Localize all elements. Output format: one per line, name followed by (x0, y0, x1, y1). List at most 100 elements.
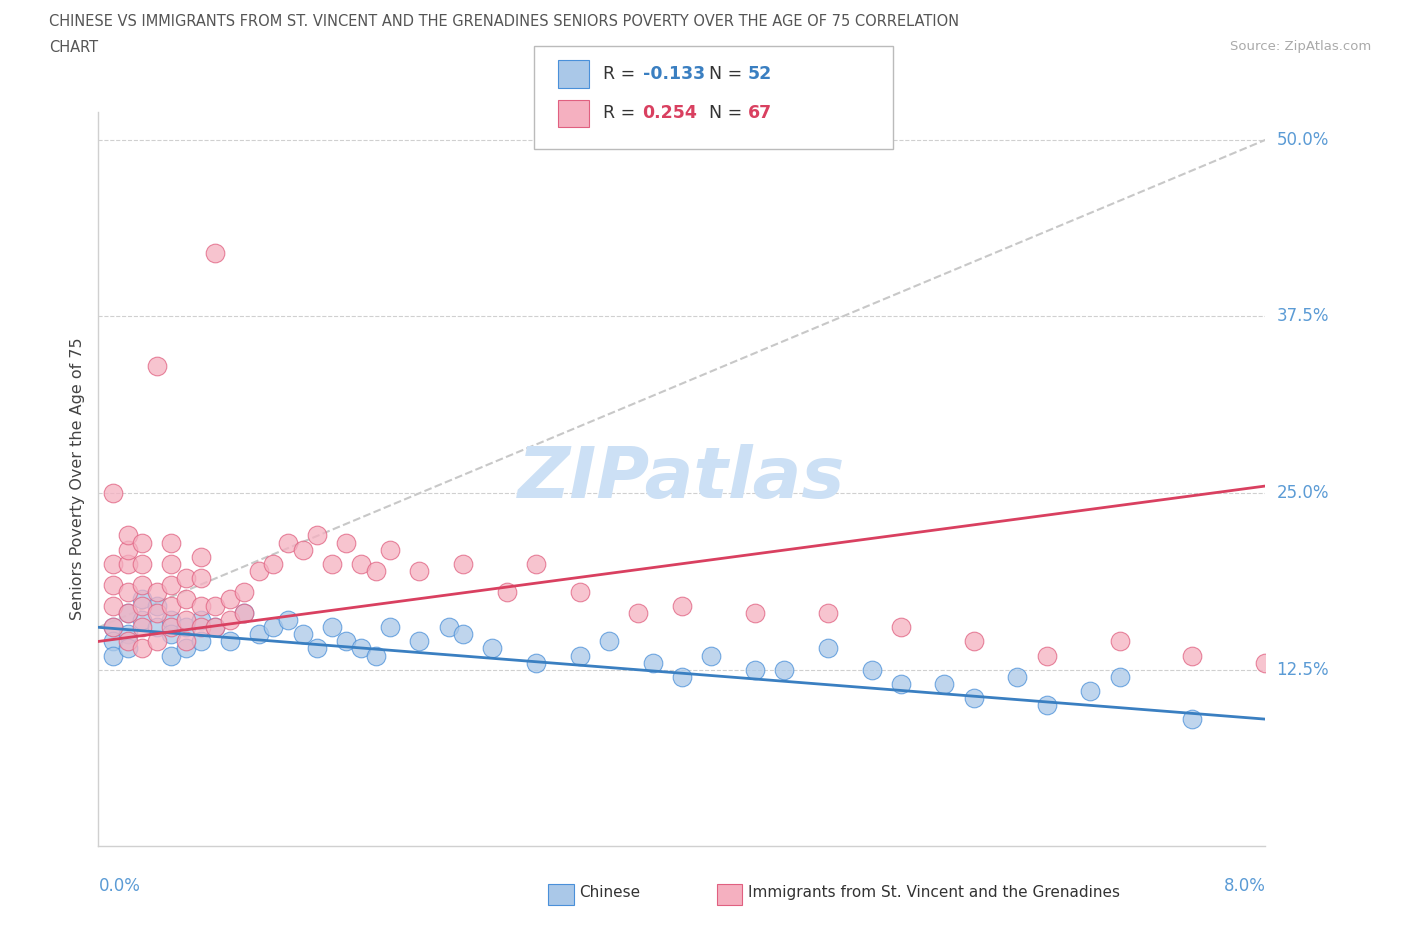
Point (117, 542, 139, 557)
Text: 52: 52 (748, 65, 772, 84)
Point (146, 605, 169, 620)
Point (174, 613, 197, 628)
Point (218, 613, 240, 628)
Point (641, 656, 664, 671)
Point (131, 599, 153, 614)
Point (277, 613, 299, 628)
Point (146, 599, 169, 614)
Point (380, 620, 402, 635)
Point (117, 585, 139, 600)
Point (962, 690, 984, 705)
Point (524, 656, 547, 671)
Point (451, 627, 474, 642)
Point (101, 648, 124, 663)
Point (307, 528, 329, 543)
Text: N =: N = (709, 104, 748, 123)
Point (247, 564, 270, 578)
Point (962, 634, 984, 649)
Point (218, 634, 240, 649)
Point (117, 634, 139, 649)
Point (671, 599, 693, 614)
Text: 37.5%: 37.5% (1277, 308, 1329, 326)
Point (1108, 634, 1130, 649)
Text: ZIPatlas: ZIPatlas (519, 445, 845, 513)
Point (101, 620, 124, 635)
Point (117, 641, 139, 656)
Text: Chinese: Chinese (579, 885, 640, 900)
Text: 0.254: 0.254 (643, 104, 697, 123)
Point (146, 358, 169, 373)
Point (350, 556, 373, 571)
Point (131, 641, 153, 656)
Point (291, 542, 314, 557)
Point (1080, 684, 1102, 698)
Text: CHINESE VS IMMIGRANTS FROM ST. VINCENT AND THE GRENADINES SENIORS POVERTY OVER T: CHINESE VS IMMIGRANTS FROM ST. VINCENT A… (49, 14, 959, 29)
Point (247, 627, 270, 642)
Point (131, 556, 153, 571)
Point (146, 634, 169, 649)
Point (744, 662, 766, 677)
Point (291, 627, 314, 642)
Point (773, 662, 796, 677)
Point (190, 634, 212, 649)
Point (364, 564, 387, 578)
Point (218, 591, 240, 606)
Text: R =: R = (603, 65, 641, 84)
Point (131, 578, 153, 592)
Point (160, 648, 183, 663)
Point (408, 634, 430, 649)
Point (146, 585, 169, 600)
Point (277, 535, 299, 550)
Point (233, 585, 256, 600)
Point (131, 620, 153, 635)
Point (1007, 670, 1029, 684)
Point (174, 641, 197, 656)
Point (117, 528, 139, 543)
Point (117, 605, 139, 620)
Point (860, 662, 883, 677)
Point (160, 535, 183, 550)
Point (700, 648, 723, 663)
Point (1035, 648, 1057, 663)
Point (233, 605, 256, 620)
Point (890, 620, 912, 635)
Point (101, 556, 124, 571)
Point (117, 556, 139, 571)
Point (101, 578, 124, 592)
Point (364, 648, 387, 663)
Point (101, 485, 124, 500)
Point (233, 605, 256, 620)
Point (335, 634, 357, 649)
Point (131, 613, 153, 628)
Point (117, 605, 139, 620)
Point (307, 641, 329, 656)
Point (160, 620, 183, 635)
Point (262, 620, 284, 635)
Point (598, 634, 620, 649)
Point (174, 570, 197, 585)
Point (350, 641, 373, 656)
Point (817, 605, 839, 620)
Point (568, 648, 591, 663)
Point (335, 535, 357, 550)
Point (204, 599, 226, 614)
Point (1035, 698, 1057, 712)
Point (160, 556, 183, 571)
Point (321, 556, 343, 571)
Point (117, 627, 139, 642)
Point (568, 585, 591, 600)
Point (131, 535, 153, 550)
Point (204, 246, 226, 260)
Point (190, 550, 212, 565)
Text: Source: ZipAtlas.com: Source: ZipAtlas.com (1230, 40, 1371, 53)
Point (1254, 656, 1277, 671)
Point (160, 613, 183, 628)
Text: 50.0%: 50.0% (1277, 131, 1329, 149)
Point (496, 585, 519, 600)
Point (204, 620, 226, 635)
Text: 12.5%: 12.5% (1277, 660, 1329, 679)
Point (524, 556, 547, 571)
Text: 25.0%: 25.0% (1277, 485, 1329, 502)
Text: 0.0%: 0.0% (98, 877, 141, 895)
Text: 67: 67 (748, 104, 772, 123)
